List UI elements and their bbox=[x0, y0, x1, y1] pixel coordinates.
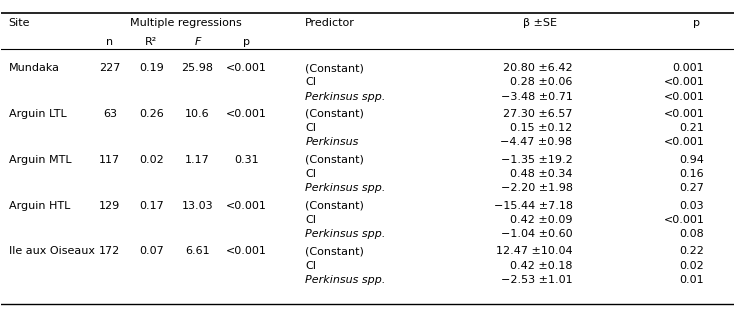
Text: (Constant): (Constant) bbox=[305, 155, 364, 165]
Text: <0.001: <0.001 bbox=[226, 246, 267, 256]
Text: Perkinsus spp.: Perkinsus spp. bbox=[305, 229, 386, 239]
Text: 10.6: 10.6 bbox=[185, 109, 210, 119]
Text: 0.48 ±0.34: 0.48 ±0.34 bbox=[510, 169, 573, 179]
Text: CI: CI bbox=[305, 169, 316, 179]
Text: 0.42 ±0.09: 0.42 ±0.09 bbox=[510, 215, 573, 225]
Text: 0.15 ±0.12: 0.15 ±0.12 bbox=[510, 123, 573, 133]
Text: <0.001: <0.001 bbox=[664, 92, 704, 102]
Text: 0.001: 0.001 bbox=[673, 63, 704, 73]
Text: 0.02: 0.02 bbox=[139, 155, 164, 165]
Text: −4.47 ±0.98: −4.47 ±0.98 bbox=[501, 138, 573, 148]
Text: F: F bbox=[195, 37, 201, 47]
Text: 20.80 ±6.42: 20.80 ±6.42 bbox=[503, 63, 573, 73]
Text: 0.17: 0.17 bbox=[139, 201, 164, 211]
Text: (Constant): (Constant) bbox=[305, 63, 364, 73]
Text: <0.001: <0.001 bbox=[664, 138, 704, 148]
Text: CI: CI bbox=[305, 77, 316, 87]
Text: Predictor: Predictor bbox=[305, 18, 355, 28]
Text: 172: 172 bbox=[99, 246, 121, 256]
Text: 13.03: 13.03 bbox=[182, 201, 213, 211]
Text: −2.53 ±1.01: −2.53 ±1.01 bbox=[501, 275, 573, 285]
Text: 0.19: 0.19 bbox=[139, 63, 164, 73]
Text: Arguin LTL: Arguin LTL bbox=[9, 109, 66, 119]
Text: Multiple regressions: Multiple regressions bbox=[129, 18, 241, 28]
Text: <0.001: <0.001 bbox=[664, 77, 704, 87]
Text: 6.61: 6.61 bbox=[185, 246, 210, 256]
Text: (Constant): (Constant) bbox=[305, 201, 364, 211]
Text: 0.02: 0.02 bbox=[680, 261, 704, 271]
Text: <0.001: <0.001 bbox=[226, 201, 267, 211]
Text: <0.001: <0.001 bbox=[664, 215, 704, 225]
Text: Perkinsus: Perkinsus bbox=[305, 138, 359, 148]
Text: <0.001: <0.001 bbox=[226, 63, 267, 73]
Text: 0.16: 0.16 bbox=[680, 169, 704, 179]
Text: (Constant): (Constant) bbox=[305, 246, 364, 256]
Text: Mundaka: Mundaka bbox=[9, 63, 60, 73]
Text: Arguin HTL: Arguin HTL bbox=[9, 201, 70, 211]
Text: 0.27: 0.27 bbox=[679, 183, 704, 193]
Text: 0.28 ±0.06: 0.28 ±0.06 bbox=[510, 77, 573, 87]
Text: CI: CI bbox=[305, 123, 316, 133]
Text: 0.21: 0.21 bbox=[680, 123, 704, 133]
Text: 0.07: 0.07 bbox=[139, 246, 164, 256]
Text: Perkinsus spp.: Perkinsus spp. bbox=[305, 92, 386, 102]
Text: CI: CI bbox=[305, 215, 316, 225]
Text: Perkinsus spp.: Perkinsus spp. bbox=[305, 275, 386, 285]
Text: n: n bbox=[106, 37, 113, 47]
Text: 0.08: 0.08 bbox=[680, 229, 704, 239]
Text: 12.47 ±10.04: 12.47 ±10.04 bbox=[496, 246, 573, 256]
Text: −2.20 ±1.98: −2.20 ±1.98 bbox=[501, 183, 573, 193]
Text: Perkinsus spp.: Perkinsus spp. bbox=[305, 183, 386, 193]
Text: 0.01: 0.01 bbox=[680, 275, 704, 285]
Text: 117: 117 bbox=[99, 155, 121, 165]
Text: 0.42 ±0.18: 0.42 ±0.18 bbox=[510, 261, 573, 271]
Text: 227: 227 bbox=[99, 63, 121, 73]
Text: −3.48 ±0.71: −3.48 ±0.71 bbox=[501, 92, 573, 102]
Text: 0.03: 0.03 bbox=[680, 201, 704, 211]
Text: −1.04 ±0.60: −1.04 ±0.60 bbox=[501, 229, 573, 239]
Text: R²: R² bbox=[146, 37, 157, 47]
Text: β ±SE: β ±SE bbox=[523, 18, 556, 28]
Text: Site: Site bbox=[9, 18, 30, 28]
Text: 129: 129 bbox=[99, 201, 121, 211]
Text: 0.26: 0.26 bbox=[139, 109, 164, 119]
Text: p: p bbox=[243, 37, 250, 47]
Text: <0.001: <0.001 bbox=[664, 109, 704, 119]
Text: Ile aux Oiseaux: Ile aux Oiseaux bbox=[9, 246, 95, 256]
Text: CI: CI bbox=[305, 261, 316, 271]
Text: 27.30 ±6.57: 27.30 ±6.57 bbox=[503, 109, 573, 119]
Text: 1.17: 1.17 bbox=[185, 155, 210, 165]
Text: −15.44 ±7.18: −15.44 ±7.18 bbox=[493, 201, 573, 211]
Text: Arguin MTL: Arguin MTL bbox=[9, 155, 71, 165]
Text: <0.001: <0.001 bbox=[226, 109, 267, 119]
Text: 63: 63 bbox=[103, 109, 117, 119]
Text: (Constant): (Constant) bbox=[305, 109, 364, 119]
Text: 0.31: 0.31 bbox=[234, 155, 259, 165]
Text: p: p bbox=[694, 18, 700, 28]
Text: 0.22: 0.22 bbox=[679, 246, 704, 256]
Text: −1.35 ±19.2: −1.35 ±19.2 bbox=[501, 155, 573, 165]
Text: 0.94: 0.94 bbox=[679, 155, 704, 165]
Text: 25.98: 25.98 bbox=[182, 63, 214, 73]
